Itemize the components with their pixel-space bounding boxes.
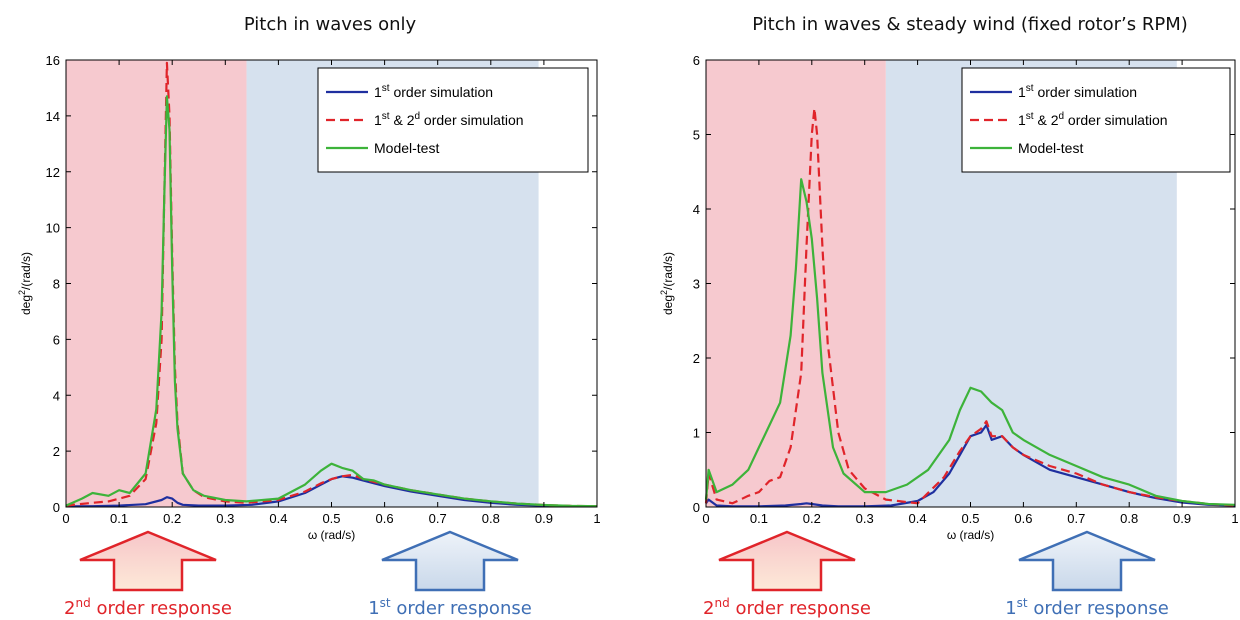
legend-label-first-order: 1st order simulation	[374, 83, 493, 100]
series-line-1	[65, 475, 598, 508]
left-chart-title: Pitch in waves only	[243, 14, 417, 35]
second-order-region	[706, 60, 886, 507]
second-order-arrow	[718, 530, 856, 592]
y-tick-label: 12	[46, 165, 60, 180]
y-tick-label: 0	[53, 500, 60, 515]
second-order-response-label: 2nd order response	[64, 596, 232, 619]
y-tick-label: 2	[53, 444, 60, 459]
y-tick-label: 2	[693, 351, 700, 366]
x-tick-label: 0.1	[750, 511, 768, 526]
legend: 1st order simulation 1st & 2d order simul…	[317, 67, 589, 173]
y-tick-label: 0	[693, 500, 700, 515]
x-axis-label: ω (rad/s)	[947, 528, 994, 542]
first-order-arrow	[381, 530, 519, 592]
x-tick-label: 0.8	[1120, 511, 1138, 526]
y-axis-label: deg2/(rad/s)	[659, 252, 675, 315]
legend: 1st order simulation 1st & 2d order simul…	[961, 67, 1231, 173]
legend-label-model-test: Model-test	[1018, 140, 1083, 156]
x-tick-label: 0.5	[961, 511, 979, 526]
x-tick-label: 0	[62, 511, 69, 526]
chart-1: 0 0.1 0.2 0.3 0.4 0.5 0.6 0.7 0.8 0.9 102468101214…	[17, 53, 601, 542]
x-tick-label: 1	[593, 511, 600, 526]
series-line-1	[705, 424, 1236, 508]
x-tick-label: 0.3	[856, 511, 874, 526]
y-tick-label: 16	[46, 53, 60, 68]
x-tick-label: 0.9	[1173, 511, 1191, 526]
y-tick-label: 4	[53, 388, 60, 403]
series-line-3	[65, 95, 598, 508]
chart-2: 0 0.1 0.2 0.3 0.4 0.5 0.6 0.7 0.8 0.9 1 0 1 2 3 4 5 6 ω (r…	[659, 53, 1239, 542]
x-tick-label: 0.1	[110, 511, 128, 526]
x-tick-label: 0.6	[376, 511, 394, 526]
first-order-response-label: 1st order response	[368, 596, 532, 619]
legend-label-first-second-order: 1st & 2d order simulation	[374, 111, 524, 128]
legend-label-model-test: Model-test	[374, 140, 439, 156]
y-tick-label: 5	[693, 128, 700, 143]
y-tick-label: 4	[693, 202, 700, 217]
y-tick-label: 8	[53, 277, 60, 292]
series-line-2	[704, 107, 1236, 507]
right-chart-title: Pitch in waves & steady wind (fixed roto…	[752, 14, 1188, 35]
x-tick-label: 0.4	[269, 511, 287, 526]
x-tick-label: 0.7	[429, 511, 447, 526]
x-axis-label: ω (rad/s)	[308, 528, 355, 542]
y-tick-label: 3	[693, 277, 700, 292]
y-tick-label: 6	[53, 332, 60, 347]
x-tick-label: 0.2	[803, 511, 821, 526]
y-tick-label: 6	[693, 53, 700, 68]
x-tick-label: 0	[702, 511, 709, 526]
legend-label-first-order: 1st order simulation	[1018, 83, 1137, 100]
x-tick-label: 0.2	[163, 511, 181, 526]
y-tick-label: 14	[46, 109, 60, 124]
y-tick-label: 10	[46, 221, 60, 236]
x-tick-label: 0.7	[1067, 511, 1085, 526]
x-tick-label: 0.6	[1014, 511, 1032, 526]
x-tick-label: 0.5	[322, 511, 340, 526]
x-tick-label: 1	[1231, 511, 1238, 526]
second-order-response-label: 2nd order response	[703, 596, 871, 619]
x-tick-label: 0.3	[216, 511, 234, 526]
first-order-response-label: 1st order response	[1005, 596, 1169, 619]
x-tick-label: 0.8	[482, 511, 500, 526]
first-order-arrow	[1018, 530, 1156, 592]
legend-label-first-second-order: 1st & 2d order simulation	[1018, 111, 1168, 128]
series-line-3	[704, 178, 1236, 506]
y-axis-label: deg2/(rad/s)	[17, 252, 33, 315]
y-tick-label: 1	[693, 426, 700, 441]
second-order-region	[66, 60, 247, 507]
x-tick-label: 0.4	[909, 511, 927, 526]
x-tick-label: 0.9	[535, 511, 553, 526]
second-order-arrow	[79, 530, 217, 592]
